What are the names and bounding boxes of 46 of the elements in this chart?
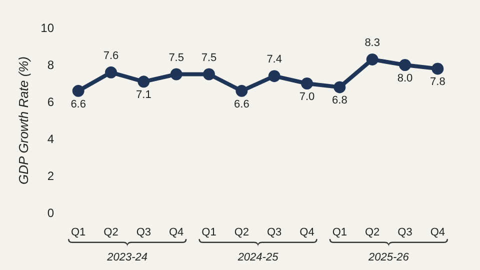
data-label: 7.8 [430, 76, 446, 88]
data-label: 6.6 [234, 98, 250, 110]
point [399, 59, 411, 71]
x-tick-label: Q2 [104, 226, 118, 238]
y-tick-label: 2 [47, 169, 54, 183]
data-label: 8.0 [397, 72, 413, 84]
point [432, 62, 444, 75]
data-label: 7.0 [299, 91, 315, 103]
point [268, 70, 280, 82]
x-tick-label: Q3 [266, 226, 282, 238]
point [72, 84, 84, 97]
point [170, 68, 182, 80]
text: 2024-25 [236, 252, 280, 264]
y-tick-label: 8 [47, 58, 54, 72]
x-tick-label: Q3 [398, 226, 412, 238]
point [301, 78, 313, 90]
y-tick-label: 0 [47, 206, 54, 220]
data-label: 7.6 [103, 50, 119, 62]
point [138, 76, 150, 88]
x-tick-label: Q4 [430, 226, 446, 238]
x-tick-label: Q4 [300, 226, 314, 238]
y-axis-title: GDP Growth Rate (%) [16, 56, 31, 185]
point [105, 66, 117, 78]
data-label: 6.8 [332, 94, 348, 107]
x-tick-label: Q2 [364, 226, 380, 238]
point [334, 81, 346, 94]
text: 2025-26 [367, 252, 410, 264]
data-label: 7.5 [201, 52, 217, 64]
data-label: 6.6 [70, 98, 86, 110]
data-label: 7.5 [168, 52, 184, 64]
data-label: 7.4 [266, 54, 282, 66]
point [366, 53, 378, 66]
point [203, 68, 215, 80]
y-tick-label: 10 [40, 21, 54, 35]
data-label: 7.1 [136, 89, 152, 102]
x-tick-label: Q3 [136, 226, 152, 238]
x-tick-label: Q1 [332, 226, 348, 238]
data-label: 8.3 [364, 36, 380, 49]
x-tick-label: Q4 [168, 226, 184, 238]
y-tick-label: 4 [47, 132, 54, 146]
x-tick-label: Q1 [70, 226, 86, 238]
text: 2023-24 [106, 252, 148, 264]
x-tick-label: Q2 [234, 226, 250, 238]
point [236, 84, 248, 97]
x-tick-label: Q1 [202, 226, 216, 238]
y-tick-label: 6 [47, 95, 54, 109]
